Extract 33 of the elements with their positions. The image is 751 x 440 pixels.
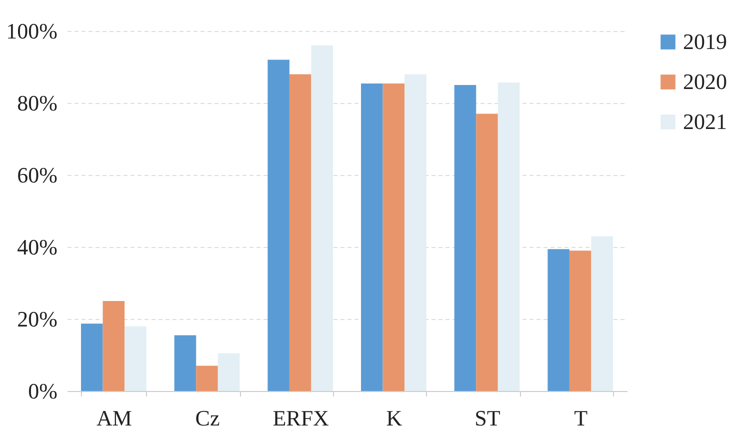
- bar: [218, 353, 240, 391]
- legend-label: 2019: [683, 29, 727, 54]
- bar: [124, 326, 146, 391]
- y-tick-label: 60%: [17, 162, 58, 188]
- legend-label: 2020: [683, 69, 727, 94]
- bar: [81, 324, 103, 391]
- x-tick-label: T: [574, 406, 588, 430]
- y-tick-label: 80%: [17, 90, 58, 116]
- bar: [382, 84, 405, 391]
- x-tick-label: ST: [474, 406, 501, 430]
- bar: [102, 301, 125, 391]
- bar: [268, 60, 290, 391]
- x-tick-label: Cz: [195, 406, 220, 430]
- bar: [591, 236, 613, 391]
- bar: [454, 85, 476, 391]
- bar: [569, 250, 592, 391]
- bar: [289, 74, 312, 391]
- bar: [311, 45, 333, 391]
- x-tick-label: ERFX: [272, 406, 330, 430]
- bar: [196, 366, 218, 391]
- y-tick-label: 40%: [17, 234, 58, 260]
- y-tick-label: 100%: [6, 18, 58, 44]
- bar: [476, 114, 498, 391]
- bar: [361, 84, 383, 391]
- bar: [174, 335, 196, 391]
- y-tick-label: 20%: [17, 306, 58, 332]
- y-tick-label: 0%: [28, 378, 58, 404]
- x-tick-label: K: [386, 406, 402, 430]
- legend-label: 2021: [683, 109, 727, 134]
- x-tick-label: AM: [96, 406, 132, 430]
- bar: [548, 249, 570, 391]
- bar: [498, 82, 520, 391]
- bar: [404, 74, 426, 391]
